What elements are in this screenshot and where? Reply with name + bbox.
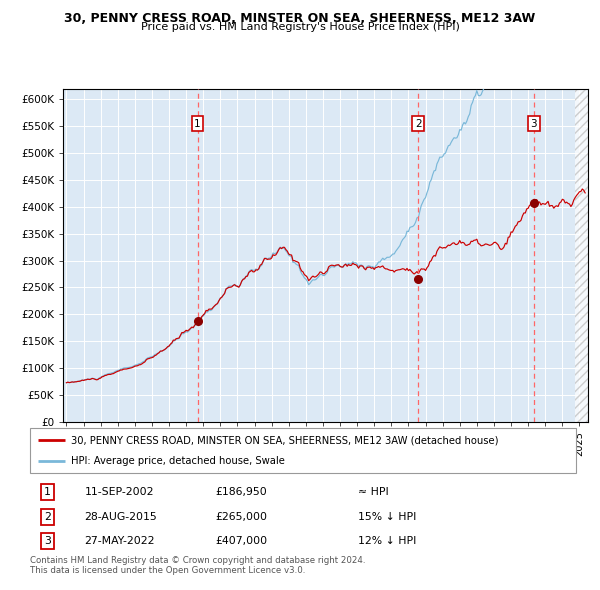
Text: £265,000: £265,000 bbox=[215, 512, 268, 522]
Text: 11-SEP-2002: 11-SEP-2002 bbox=[85, 487, 154, 497]
Text: £186,950: £186,950 bbox=[215, 487, 268, 497]
Text: 1: 1 bbox=[194, 119, 201, 129]
Text: 1: 1 bbox=[44, 487, 51, 497]
Text: 3: 3 bbox=[44, 536, 51, 546]
Text: HPI: Average price, detached house, Swale: HPI: Average price, detached house, Swal… bbox=[71, 457, 285, 466]
Text: 3: 3 bbox=[530, 119, 537, 129]
Text: This data is licensed under the Open Government Licence v3.0.: This data is licensed under the Open Gov… bbox=[30, 566, 305, 575]
Text: 28-AUG-2015: 28-AUG-2015 bbox=[85, 512, 157, 522]
FancyBboxPatch shape bbox=[30, 428, 576, 473]
Text: 30, PENNY CRESS ROAD, MINSTER ON SEA, SHEERNESS, ME12 3AW: 30, PENNY CRESS ROAD, MINSTER ON SEA, SH… bbox=[64, 12, 536, 25]
Text: 2: 2 bbox=[415, 119, 422, 129]
Text: 15% ↓ HPI: 15% ↓ HPI bbox=[358, 512, 416, 522]
Text: Price paid vs. HM Land Registry's House Price Index (HPI): Price paid vs. HM Land Registry's House … bbox=[140, 22, 460, 32]
Text: 12% ↓ HPI: 12% ↓ HPI bbox=[358, 536, 416, 546]
Text: Contains HM Land Registry data © Crown copyright and database right 2024.: Contains HM Land Registry data © Crown c… bbox=[30, 556, 365, 565]
Text: ≈ HPI: ≈ HPI bbox=[358, 487, 388, 497]
Text: 27-MAY-2022: 27-MAY-2022 bbox=[85, 536, 155, 546]
Text: £407,000: £407,000 bbox=[215, 536, 268, 546]
Text: 2: 2 bbox=[44, 512, 51, 522]
Text: 30, PENNY CRESS ROAD, MINSTER ON SEA, SHEERNESS, ME12 3AW (detached house): 30, PENNY CRESS ROAD, MINSTER ON SEA, SH… bbox=[71, 435, 499, 445]
